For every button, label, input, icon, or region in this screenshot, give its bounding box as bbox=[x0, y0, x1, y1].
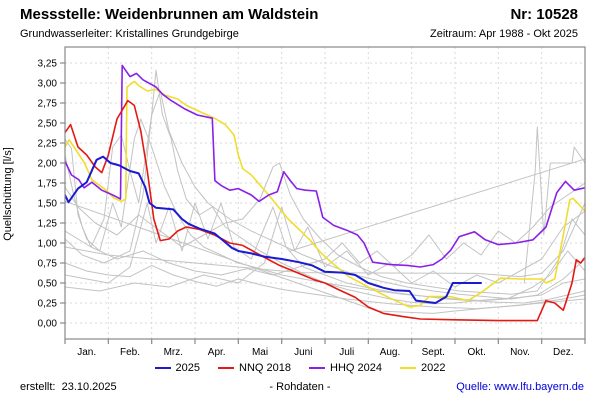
y-tick-label: 0,25 bbox=[38, 299, 58, 310]
legend-swatch bbox=[309, 367, 325, 369]
x-tick-label: Mrz. bbox=[164, 347, 183, 358]
y-tick-label: 2,75 bbox=[38, 99, 58, 110]
legend-swatch bbox=[399, 367, 416, 369]
created-date: 23.10.2025 bbox=[61, 381, 117, 393]
x-tick-label: Jan. bbox=[77, 347, 96, 358]
period-label: Zeitraum: Apr 1988 - Okt 2025 bbox=[430, 28, 578, 40]
y-tick-label: 3,25 bbox=[38, 59, 58, 70]
x-tick-label: Juli bbox=[339, 347, 354, 358]
x-tick-label: Mai bbox=[252, 347, 268, 358]
x-tick-label: Feb. bbox=[120, 347, 140, 358]
page-title: Messstelle: Weidenbrunnen am Waldstein bbox=[20, 6, 319, 23]
series-historic-year bbox=[65, 118, 585, 302]
legend-label: 2022 bbox=[420, 362, 446, 374]
series-historic-year bbox=[65, 90, 585, 300]
station-number: Nr: 10528 bbox=[510, 6, 578, 23]
series-historic-year bbox=[289, 158, 585, 252]
x-tick-label: Aug. bbox=[380, 347, 401, 358]
y-tick-label: 1,25 bbox=[38, 219, 58, 230]
source-link[interactable]: Quelle: www.lfu.bayern.de bbox=[456, 381, 584, 393]
y-tick-label: 1,75 bbox=[38, 179, 58, 190]
x-tick-label: Okt. bbox=[468, 347, 486, 358]
y-tick-label: 0,50 bbox=[38, 279, 58, 290]
series-historic-year bbox=[65, 182, 585, 276]
series-historic-year bbox=[65, 162, 585, 295]
series-hhq-2024 bbox=[65, 64, 585, 268]
y-tick-label: 2,25 bbox=[38, 139, 58, 150]
legend-label: NNQ 2018 bbox=[239, 362, 291, 374]
legend-label: HHQ 2024 bbox=[330, 362, 382, 374]
legend-swatch bbox=[154, 367, 171, 369]
legend-item-nnq-2018: NNQ 2018 bbox=[218, 362, 291, 374]
legend-item-hhq-2024: HHQ 2024 bbox=[309, 362, 382, 374]
series-2025 bbox=[65, 155, 482, 304]
x-tick-label: Juni bbox=[294, 347, 312, 358]
chart-legend: 2025 NNQ 2018 HHQ 2024 2022 bbox=[0, 362, 600, 374]
x-tick-label: Nov. bbox=[510, 347, 530, 358]
aquifer-subtitle: Grundwasserleiter: Kristallines Grundgeb… bbox=[20, 28, 239, 40]
x-tick-label: Apr. bbox=[208, 347, 226, 358]
legend-label: 2025 bbox=[175, 362, 201, 374]
legend-swatch bbox=[218, 367, 235, 369]
y-tick-label: 0,75 bbox=[38, 259, 58, 270]
y-tick-label: 2,00 bbox=[38, 159, 58, 170]
y-tick-label: 2,50 bbox=[38, 119, 58, 130]
y-tick-label: 0,00 bbox=[38, 319, 58, 330]
series-historic-year bbox=[65, 262, 585, 310]
created-label: erstellt: 23.10.2025 bbox=[20, 381, 117, 393]
y-tick-label: 3,00 bbox=[38, 79, 58, 90]
legend-item-2025: 2025 bbox=[154, 362, 201, 374]
rohdaten-label: - Rohdaten - bbox=[269, 381, 331, 393]
series-2022 bbox=[65, 80, 585, 308]
discharge-chart: 0,00 0,25 0,50 0,75 1,00 1,25 1,50 1,75 2,00 2,25… bbox=[38, 46, 586, 358]
x-tick-label: Dez. bbox=[553, 347, 574, 358]
y-tick-label: 1,00 bbox=[38, 239, 58, 250]
y-tick-label: 1,50 bbox=[38, 199, 58, 210]
legend-item-2022: 2022 bbox=[399, 362, 446, 374]
series-nnq-2018 bbox=[65, 99, 585, 322]
series-historic-year bbox=[65, 202, 585, 278]
series-historic-year bbox=[523, 126, 585, 284]
x-tick-label: Sept. bbox=[422, 347, 445, 358]
